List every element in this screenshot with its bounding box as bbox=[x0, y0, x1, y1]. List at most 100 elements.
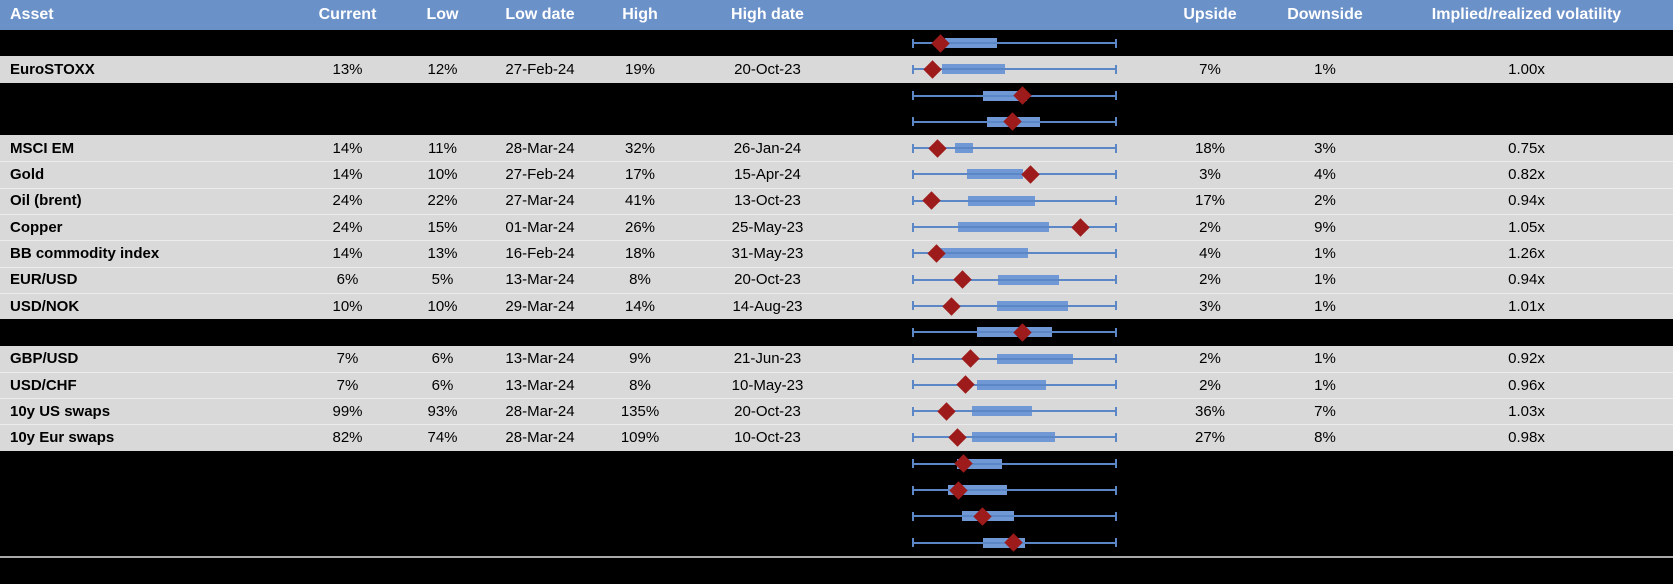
cell-low: 10% bbox=[427, 297, 458, 315]
cell-upside: 2% bbox=[1199, 271, 1221, 289]
spacer-row bbox=[0, 82, 1673, 109]
cell-high-date: 10-May-23 bbox=[731, 376, 804, 394]
table-row: Oil (brent) 24% 22% 27-Mar-24 41% 13-Oct-23 17… bbox=[0, 187, 1673, 215]
whisker-line bbox=[912, 226, 1117, 229]
whisker-cap-right bbox=[1115, 143, 1117, 153]
cell-low: 6% bbox=[431, 350, 454, 368]
whisker-cap-left bbox=[912, 196, 914, 206]
spacer-row bbox=[0, 503, 1673, 530]
whisker-line bbox=[912, 462, 1117, 465]
table-body: EuroSTOXX 13% 12% 27-Feb-24 19% 20-Oct-23 7% 1%… bbox=[0, 30, 1673, 556]
cell-chart bbox=[850, 293, 1150, 319]
cell-low-date: 01-Mar-24 bbox=[505, 218, 575, 236]
spacer-row bbox=[0, 30, 1673, 57]
cell-downside: 8% bbox=[1314, 429, 1336, 447]
cell-current: 82% bbox=[332, 429, 363, 447]
cell-asset: USD/CHF bbox=[10, 376, 77, 394]
whisker-cap-right bbox=[1115, 275, 1117, 285]
col-header-downside: Downside bbox=[1287, 6, 1363, 23]
table-row: EUR/USD 6% 5% 13-Mar-24 8% 20-Oct-23 2% 1% 0.94x bbox=[0, 266, 1673, 293]
cell-chart bbox=[850, 214, 1150, 240]
cell-upside: 3% bbox=[1199, 166, 1221, 184]
cell-high: 14% bbox=[624, 297, 656, 315]
cell-low: 74% bbox=[427, 429, 458, 447]
current-marker-diamond bbox=[1012, 323, 1032, 342]
whisker-cap-right bbox=[1115, 406, 1117, 416]
cell-high: 135% bbox=[620, 402, 660, 420]
cell-upside: 2% bbox=[1199, 350, 1221, 368]
whisker-cap-left bbox=[912, 248, 914, 258]
whisker-cap-left bbox=[912, 64, 914, 74]
whisker-line bbox=[912, 436, 1117, 439]
whisker-cap-right bbox=[1115, 301, 1117, 311]
col-header-low-date: Low date bbox=[505, 6, 575, 23]
current-marker-diamond bbox=[927, 139, 947, 158]
cell-asset: Gold bbox=[10, 166, 45, 184]
table-row: 10y US swaps 99% 93% 28-Mar-24 135% 20-Oct-23… bbox=[0, 398, 1673, 425]
whisker-cap-right bbox=[1115, 511, 1117, 521]
whisker-cap-right bbox=[1115, 432, 1117, 442]
bottom-separator bbox=[0, 555, 1673, 558]
cell-upside: 7% bbox=[1199, 60, 1221, 78]
whisker-cap-left bbox=[912, 222, 914, 232]
whisker-cap-left bbox=[912, 459, 914, 469]
cell-chart bbox=[850, 56, 1150, 82]
spacer-row bbox=[0, 108, 1673, 136]
col-header-implied-realized-volatility: Implied/realized volatility bbox=[1431, 6, 1622, 23]
col-header-current: Current bbox=[318, 6, 377, 23]
current-marker-diamond bbox=[922, 60, 942, 79]
cell-chart bbox=[850, 188, 1150, 214]
range-boxplot bbox=[912, 83, 1117, 109]
whisker-cap-left bbox=[912, 169, 914, 179]
cell-implied: 0.98x bbox=[1508, 429, 1545, 447]
cell-downside: 1% bbox=[1314, 350, 1336, 368]
cell-current: 14% bbox=[332, 245, 363, 263]
cell-downside: 1% bbox=[1314, 376, 1336, 394]
whisker-cap-right bbox=[1115, 538, 1117, 548]
cell-high-date: 21-Jun-23 bbox=[733, 350, 802, 368]
cell-implied: 0.82x bbox=[1508, 166, 1545, 184]
cell-low-date: 27-Feb-24 bbox=[505, 60, 575, 78]
range-boxplot bbox=[912, 503, 1117, 529]
whisker-line bbox=[912, 252, 1117, 255]
range-boxplot bbox=[912, 319, 1117, 345]
cell-downside: 7% bbox=[1314, 402, 1336, 420]
cell-current: 10% bbox=[332, 297, 363, 315]
current-marker-diamond bbox=[1021, 165, 1041, 184]
table-row: USD/CHF 7% 6% 13-Mar-24 8% 10-May-23 2% 1% 0.96x bbox=[0, 371, 1673, 399]
cell-implied: 1.26x bbox=[1508, 245, 1545, 263]
whisker-line bbox=[912, 68, 1117, 71]
cell-low: 12% bbox=[427, 60, 458, 78]
current-marker-diamond bbox=[1002, 112, 1022, 132]
cell-low: 15% bbox=[427, 218, 458, 236]
cell-chart bbox=[850, 135, 1150, 161]
whisker-cap-right bbox=[1115, 354, 1117, 364]
range-boxplot bbox=[912, 30, 1117, 56]
cell-implied: 0.92x bbox=[1508, 350, 1545, 368]
cell-asset: GBP/USD bbox=[10, 350, 79, 368]
cell-chart bbox=[850, 109, 1150, 135]
current-marker-diamond bbox=[1003, 533, 1023, 552]
whisker-line bbox=[912, 383, 1117, 386]
whisker-cap-right bbox=[1115, 222, 1117, 232]
cell-downside: 2% bbox=[1314, 192, 1336, 210]
range-boxplot bbox=[912, 135, 1117, 161]
cell-chart bbox=[850, 267, 1150, 293]
table-row: EuroSTOXX 13% 12% 27-Feb-24 19% 20-Oct-23 7% 1%… bbox=[0, 56, 1673, 83]
cell-asset: EUR/USD bbox=[10, 271, 78, 289]
cell-chart bbox=[850, 346, 1150, 372]
current-marker-diamond bbox=[936, 402, 956, 421]
whisker-cap-left bbox=[912, 380, 914, 390]
whisker-cap-left bbox=[912, 301, 914, 311]
cell-low: 5% bbox=[431, 271, 454, 289]
range-boxplot bbox=[912, 398, 1117, 424]
whisker-cap-right bbox=[1115, 459, 1117, 469]
spacer-row bbox=[0, 450, 1673, 478]
cell-implied: 1.05x bbox=[1508, 218, 1545, 236]
cell-implied: 0.75x bbox=[1508, 139, 1545, 157]
cell-asset: MSCI EM bbox=[10, 139, 75, 157]
spacer-row bbox=[0, 477, 1673, 504]
current-marker-diamond bbox=[953, 454, 973, 474]
current-marker-diamond bbox=[956, 375, 976, 395]
